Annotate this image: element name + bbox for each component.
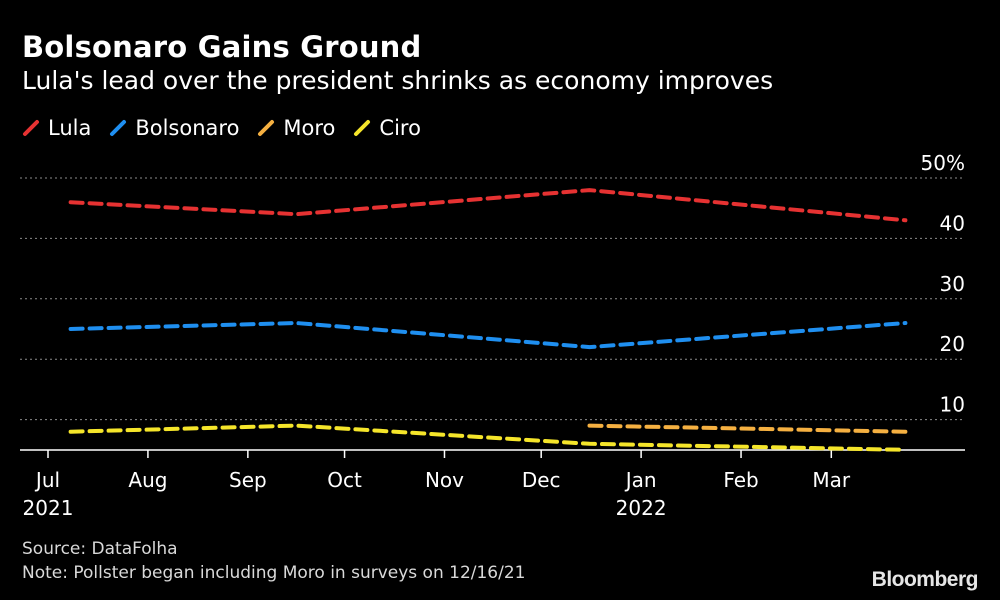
x-tick-label-sep: Sep: [229, 468, 267, 492]
legend-item-moro: Moro: [257, 116, 335, 140]
series-line-bolsonaro: [68, 321, 908, 350]
x-tick-label-mar: Mar: [812, 468, 851, 492]
y-tick-label-40: 40: [940, 211, 965, 235]
x-year-label-2021: 2021: [23, 496, 74, 520]
y-tick-label-30: 30: [940, 272, 965, 296]
legend-item-ciro: Ciro: [353, 116, 421, 140]
legend-label-lula: Lula: [48, 116, 92, 140]
y-tick-label-10: 10: [940, 393, 965, 417]
x-year-label-2022: 2022: [616, 496, 667, 520]
legend-swatch-ciro: [354, 120, 371, 136]
y-tick-label-20: 20: [940, 332, 965, 356]
x-tick-label-aug: Aug: [128, 468, 167, 492]
legend-label-moro: Moro: [283, 116, 336, 140]
x-tick-label-jan: Jan: [624, 468, 657, 492]
x-tick-label-feb: Feb: [723, 468, 758, 492]
x-tick-label-jul: Jul: [34, 468, 60, 492]
bloomberg-logo: Bloomberg: [871, 568, 979, 591]
x-tick-label-nov: Nov: [425, 468, 464, 492]
legend-item-lula: Lula: [22, 116, 91, 140]
series-line-lula: [68, 188, 908, 223]
legend-item-bolsonaro: Bolsonaro: [109, 116, 239, 140]
series-line-ciro: [68, 423, 908, 452]
legend-swatch-lula-line: [23, 120, 39, 136]
source-note: Source: DataFolha: [22, 539, 178, 559]
y-tick-label-50: 50%: [921, 151, 965, 175]
legend: Lula Bolsonaro Moro Ciro: [22, 116, 421, 140]
chart-title: Bolsonaro Gains Ground: [22, 30, 422, 64]
legend-swatch-bolsonaro: [110, 120, 127, 136]
x-tick-label-oct: Oct: [327, 468, 362, 492]
series-line-moro: [587, 423, 908, 434]
legend-label-ciro: Ciro: [379, 116, 421, 140]
legend-swatch-lula: [23, 120, 39, 136]
legend-swatch-moro-line: [258, 120, 275, 136]
legend-label-bolsonaro: Bolsonaro: [135, 116, 240, 140]
footnote: Note: Pollster began including Moro in s…: [22, 563, 526, 583]
legend-swatch-ciro-line: [354, 120, 371, 136]
x-tick-label-dec: Dec: [522, 468, 561, 492]
legend-swatch-bolsonaro-line: [110, 120, 127, 136]
legend-swatch-moro: [258, 120, 275, 136]
chart-subtitle: Lula's lead over the president shrinks a…: [22, 66, 774, 95]
